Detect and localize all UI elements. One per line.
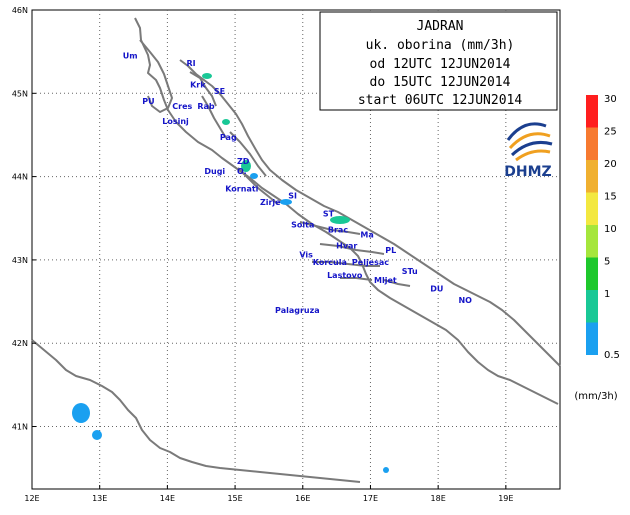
x-tick-label: 16E xyxy=(295,494,310,503)
x-tick-label: 18E xyxy=(431,494,446,503)
x-tick-label: 15E xyxy=(227,494,242,503)
y-tick-label: 41N xyxy=(12,423,28,432)
legend-label: 5 xyxy=(604,257,610,268)
title-line-4: do 15UTC 12JUN2014 xyxy=(370,75,511,90)
y-tick-label: 42N xyxy=(12,339,28,348)
legend-label: 10 xyxy=(604,224,617,235)
place-label: STu xyxy=(402,267,418,276)
place-label: SE xyxy=(214,87,225,96)
legend-label: 0.5 xyxy=(604,350,620,361)
legend-label: 20 xyxy=(604,159,617,170)
title-box: JADRAN uk. oborina (mm/3h) od 12UTC 12JU… xyxy=(319,11,558,111)
legend-swatch xyxy=(586,192,598,225)
x-tick-label: 14E xyxy=(160,494,175,503)
legend-swatch xyxy=(586,225,598,258)
title-line-5: start 06UTC 12JUN2014 xyxy=(358,93,523,108)
place-label: PL xyxy=(385,246,396,255)
title-line-1: JADRAN xyxy=(417,19,464,34)
legend: 30 25 20 15 10 5 1 0.5 (mm/3h) xyxy=(574,94,620,402)
place-label: Mljet xyxy=(374,276,397,285)
place-label: NO xyxy=(458,296,472,305)
place-label: Kornati xyxy=(225,185,258,194)
place-label: Hvar xyxy=(336,241,357,250)
place-label: Cres xyxy=(172,102,192,111)
y-tick-label: 46N xyxy=(12,6,28,15)
logo-text: DHMZ xyxy=(504,164,551,180)
place-label: O. xyxy=(237,167,247,176)
place-label: Losinj xyxy=(162,117,189,126)
place-label: Peljesac xyxy=(352,258,389,267)
place-label: Zirje xyxy=(260,198,281,207)
place-label: Palagruza xyxy=(275,306,320,315)
place-labels: Um RI Krk SE PU Cres Rab Losinj Pag ZD Dugi O. Korna… xyxy=(123,51,472,315)
legend-swatch xyxy=(586,257,598,290)
place-label: RI xyxy=(187,59,196,68)
place-label: Lastovo xyxy=(327,271,363,280)
logo-swirl-icon xyxy=(506,122,553,162)
x-tick-label: 13E xyxy=(92,494,107,503)
legend-unit: (mm/3h) xyxy=(574,391,617,402)
place-label: ZD xyxy=(237,157,250,166)
y-tick-label: 45N xyxy=(12,89,28,98)
x-tick-label: 12E xyxy=(24,494,39,503)
place-label: PU xyxy=(142,97,154,106)
legend-label: 1 xyxy=(604,289,610,300)
place-label: ST xyxy=(323,210,335,219)
place-label: SI xyxy=(288,191,297,200)
place-label: Rab xyxy=(197,102,215,111)
legend-swatch xyxy=(586,160,598,193)
legend-label: 25 xyxy=(604,127,617,138)
legend-swatch xyxy=(586,127,598,160)
place-label: DU xyxy=(430,285,443,294)
place-label: Pag xyxy=(220,133,237,142)
coastline xyxy=(31,17,561,483)
place-label: Ma xyxy=(360,230,373,239)
legend-label: 30 xyxy=(604,94,617,105)
y-tick-label: 43N xyxy=(12,256,28,265)
legend-label: 15 xyxy=(604,192,617,203)
dhmz-logo: DHMZ xyxy=(504,122,553,180)
x-tick-label: 17E xyxy=(363,494,378,503)
axis-ticks: 12E 13E 14E 15E 16E 17E 18E 19E 46N 45N 44N 43N 42N 4… xyxy=(12,6,514,503)
place-label: Dugi xyxy=(204,167,225,176)
place-label: Solta xyxy=(291,220,314,229)
legend-swatch xyxy=(586,322,598,355)
legend-swatch xyxy=(586,95,598,128)
x-tick-label: 19E xyxy=(498,494,513,503)
place-label: Vis xyxy=(299,250,313,259)
place-label: Um xyxy=(123,51,138,60)
place-label: Brac xyxy=(328,225,348,234)
precipitation-patches xyxy=(72,73,389,473)
title-line-3: od 12UTC 12JUN2014 xyxy=(370,57,511,72)
place-label: Korcula xyxy=(313,258,347,267)
place-label: Krk xyxy=(190,80,206,89)
title-line-2: uk. oborina (mm/3h) xyxy=(366,38,515,53)
y-tick-label: 44N xyxy=(12,173,28,182)
legend-swatch xyxy=(586,290,598,323)
